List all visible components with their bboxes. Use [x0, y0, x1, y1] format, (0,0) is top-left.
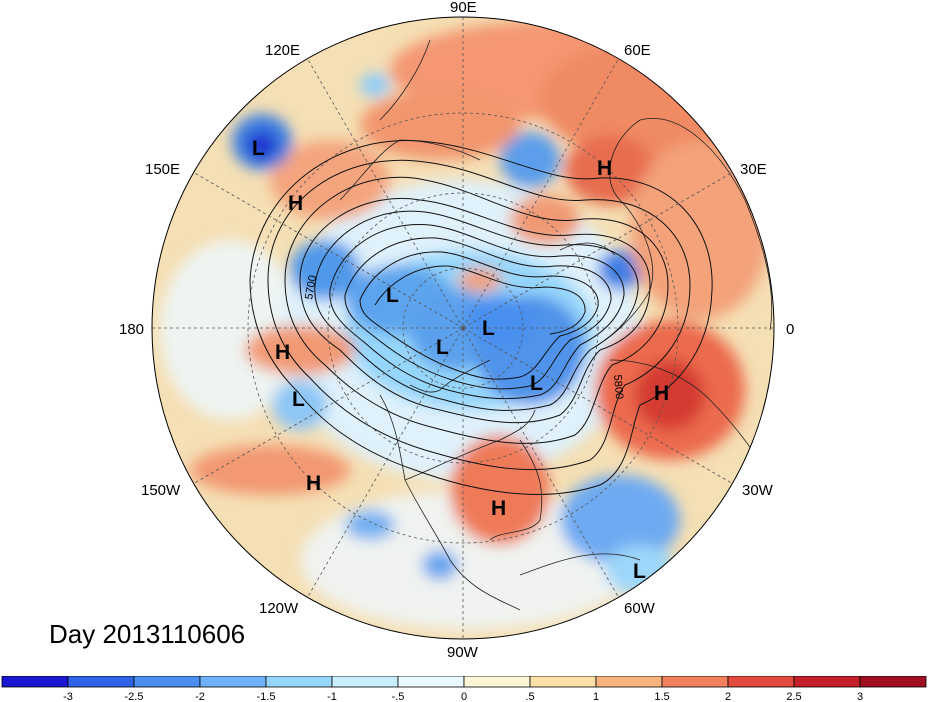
colorbar-tick-label: 1.5: [654, 691, 669, 702]
plot-title: Day 2013110606: [49, 619, 246, 649]
lon-label-90e: 90E: [450, 0, 477, 16]
longitude-labels: 90E 60E 30E 0 30W 60W 90W 120W 150W 180 …: [119, 0, 794, 661]
colorbar-box: [397, 676, 465, 688]
lon-label-120w: 120W: [259, 600, 299, 617]
pressure-center-low: L: [292, 388, 305, 411]
colorbar-box: [727, 676, 795, 688]
colorbar-box: [463, 676, 531, 688]
colorbar-tick-label: 2: [725, 691, 731, 702]
colorbar-tick-label: 2.5: [786, 691, 801, 702]
colorbar-tick-label: 0: [461, 691, 467, 702]
pressure-center-low: L: [633, 560, 646, 583]
colorbar-box: [661, 676, 729, 688]
colorbar-box: [793, 676, 861, 688]
coastlines: [339, 39, 773, 611]
lon-label-60w: 60W: [624, 600, 656, 617]
colorbar-tick-label: 3: [857, 691, 863, 702]
lon-label-30w: 30W: [742, 482, 774, 499]
colorbar-box: [265, 676, 333, 688]
map-boundary: [151, 16, 775, 640]
polar-stereographic-map: 5700 5800 90E 60E 30E 0 30W 60W 90W 120W…: [119, 0, 794, 661]
pressure-center-high: H: [654, 382, 669, 405]
lon-label-150w: 150W: [141, 482, 181, 499]
pressure-centers: L H H L H L L L L H H H L: [252, 137, 669, 583]
colorbar-tick-label: -1: [327, 691, 337, 702]
colorbar-box: [199, 676, 267, 688]
colorbar-tick-label: -2.5: [125, 691, 144, 702]
colorbar-box: [595, 676, 663, 688]
contour-label-5700: 5700: [303, 274, 319, 300]
lon-label-90w: 90W: [447, 644, 479, 661]
pressure-center-high: H: [275, 341, 290, 364]
pressure-center-high: H: [491, 497, 506, 520]
colorbar-tick-label: -1.5: [257, 691, 276, 702]
contour-label-5800: 5800: [611, 374, 625, 399]
colorbar-box: [529, 676, 597, 688]
height-contours: [249, 140, 713, 495]
pressure-center-high: H: [306, 472, 321, 495]
colorbar-tick-label: -3: [63, 691, 73, 702]
colorbar-tick-label: 1: [593, 691, 599, 702]
colorbar-box: [859, 676, 927, 688]
colorbar-tick-labels: -3 -2.5 -2 -1.5 -1 -.5 0 .5 1 1.5 2 2.5 3: [63, 691, 863, 702]
pressure-center-low: L: [530, 372, 543, 395]
colorbar-tick-label: -2: [195, 691, 205, 702]
colorbar-box: [1, 676, 69, 688]
colorbar-tick-label: .5: [525, 691, 534, 702]
pressure-center-low: L: [252, 137, 265, 160]
lon-label-60e: 60E: [624, 42, 651, 59]
lon-label-180: 180: [119, 321, 144, 338]
colorbar-tick-label: -.5: [392, 691, 405, 702]
pressure-center-low: L: [436, 336, 449, 359]
colorbar-box: [331, 676, 399, 688]
pressure-center-high: H: [597, 157, 612, 180]
pressure-center-high: H: [288, 192, 303, 215]
lon-label-150e: 150E: [145, 161, 180, 178]
lon-label-0: 0: [786, 321, 794, 338]
colorbar-boxes: [1, 676, 927, 688]
pressure-center-low: L: [386, 284, 399, 307]
graticule: [152, 17, 774, 639]
colorbar-box: [133, 676, 201, 688]
anomaly-shading: [152, 17, 774, 639]
colorbar-box: [67, 676, 135, 688]
lon-label-120e: 120E: [265, 42, 300, 59]
pressure-center-low: L: [482, 317, 495, 340]
lon-label-30e: 30E: [740, 161, 767, 178]
colorbar: -3 -2.5 -2 -1.5 -1 -.5 0 .5 1 1.5 2 2.5 3: [1, 676, 927, 702]
